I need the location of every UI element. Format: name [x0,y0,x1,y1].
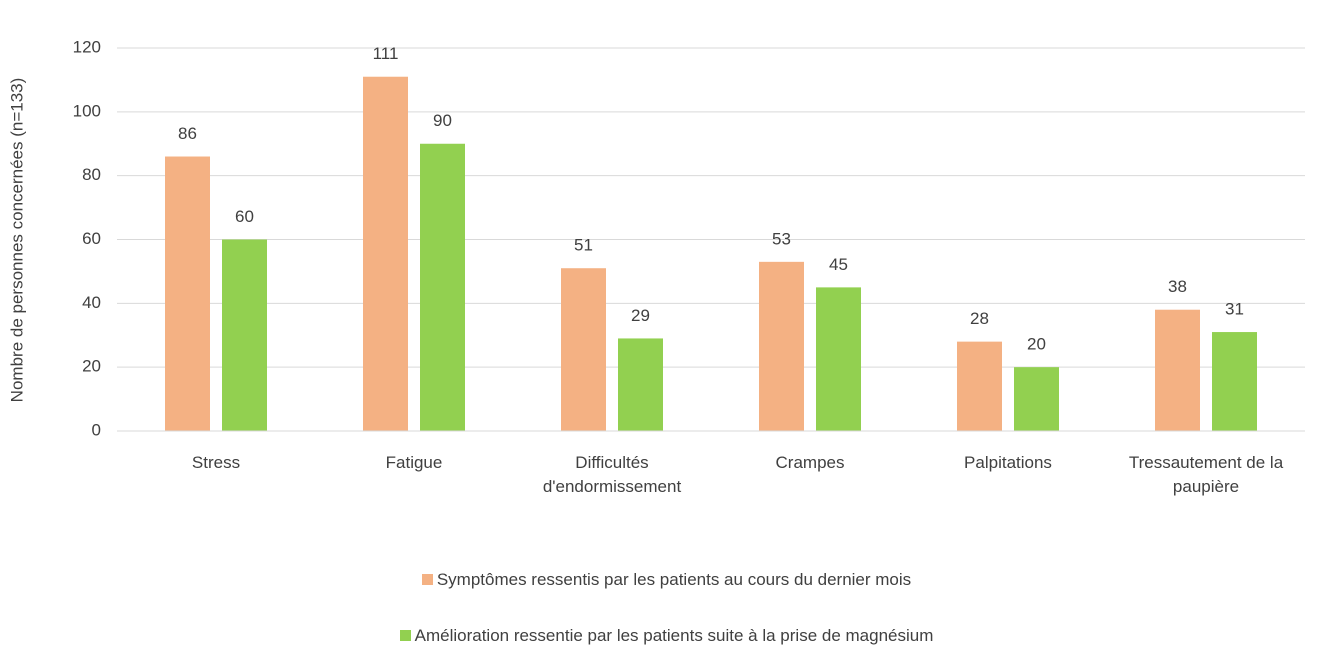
data-label: 31 [1225,300,1244,319]
bar [957,341,1002,431]
data-label: 20 [1027,335,1046,354]
legend-swatch [421,574,433,585]
data-label: 29 [631,306,650,325]
bar [759,261,804,431]
data-label: 38 [1168,277,1187,296]
y-axis-label: Nombre de personnes concernées (n=133) [7,78,26,403]
data-label: 53 [772,229,791,248]
data-label: 28 [970,309,989,328]
data-label: 86 [178,124,197,143]
bar [363,76,408,431]
y-tick-label: 20 [82,357,101,376]
legend-entry: Symptômes ressentis par les patients au … [0,570,1333,590]
data-label: 51 [574,236,593,255]
legend-label: Symptômes ressentis par les patients au … [436,570,912,589]
x-tick-label: Crampes [775,453,845,472]
data-label: 111 [373,44,399,63]
bar [561,268,606,431]
data-label: 60 [235,207,254,226]
data-label: 45 [829,255,848,274]
x-tick-label: Difficultés d'endormissement [542,453,682,496]
y-tick-label: 60 [82,229,101,248]
y-tick-label: 120 [73,37,101,56]
y-tick-label: 40 [82,293,101,312]
legend-entry: Amélioration ressentie par les patients … [0,626,1333,646]
bar [222,239,267,431]
bar [165,156,210,431]
bar [1155,309,1200,431]
y-tick-label: 0 [92,420,101,439]
bar [1014,367,1059,431]
y-tick-label: 80 [82,165,101,184]
bar [1212,332,1257,431]
y-tick-label: 100 [73,101,101,120]
legend-label: Amélioration ressentie par les patients … [414,626,934,645]
x-tick-label: Palpitations [964,453,1052,472]
bar [618,338,663,431]
x-tick-label: Stress [191,453,241,472]
bar [816,287,861,431]
x-tick-label: Tressautement de la paupière [1128,453,1284,496]
bar [420,143,465,431]
data-label: 90 [433,111,452,130]
legend-swatch [399,630,411,641]
x-tick-label: Fatigue [385,453,443,472]
